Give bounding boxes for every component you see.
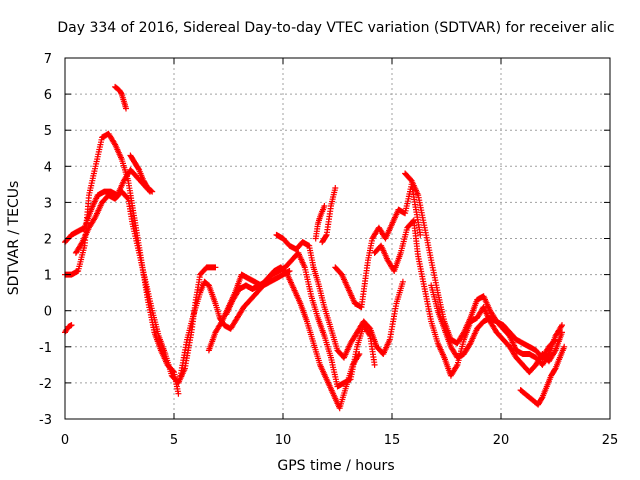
series-marks [517, 343, 568, 408]
series-track-j [273, 231, 406, 361]
series-track-d [62, 322, 75, 336]
x-tick-label: 10 [275, 433, 292, 448]
series-track-m [332, 181, 424, 311]
series-marks [312, 203, 328, 242]
y-tick-labels: -3 -2 -1 0 1 2 3 4 5 6 7 [39, 52, 52, 428]
x-tick-label: 20 [493, 433, 510, 448]
x-tick-label: 15 [384, 433, 401, 448]
series-track-k [319, 185, 339, 246]
x-tick-label: 5 [170, 433, 178, 448]
series-marks [223, 249, 378, 390]
series-marks [112, 83, 129, 112]
series-marks [402, 170, 565, 368]
series-track-n [371, 217, 565, 379]
axis-ticks [64, 57, 611, 420]
y-tick-label: -3 [39, 413, 52, 428]
series-marks [332, 181, 424, 311]
x-tick-label: 0 [61, 433, 69, 448]
y-axis-label: SDTVAR / TECUs [6, 181, 22, 296]
series-track-q [517, 343, 568, 408]
series-track-p [428, 282, 559, 361]
x-tick-label: 25 [602, 433, 619, 448]
y-tick-label: 5 [44, 124, 52, 139]
series-marks [62, 130, 182, 397]
x-axis-label: GPS time / hours [277, 458, 394, 474]
y-tick-label: 1 [44, 269, 52, 284]
y-tick-label: 6 [44, 88, 52, 103]
y-tick-label: -2 [39, 377, 52, 392]
series-track-e [112, 83, 129, 112]
x-tick-labels: 0 5 10 15 20 25 [61, 433, 618, 448]
series-track-l [312, 203, 328, 242]
series-track-h [205, 264, 363, 412]
y-tick-label: -1 [39, 341, 52, 356]
data-points [62, 83, 568, 412]
y-tick-label: 2 [44, 233, 52, 248]
series-marks [319, 185, 339, 246]
series-track-b [62, 130, 182, 397]
y-tick-label: 0 [44, 305, 52, 320]
series-marks [62, 322, 75, 336]
series-marks [428, 282, 559, 361]
series-track-f [127, 152, 156, 195]
series-marks [127, 152, 156, 195]
series-track-i [223, 249, 378, 390]
series-marks [273, 231, 406, 361]
series-marks [205, 264, 363, 412]
y-tick-label: 7 [44, 52, 52, 67]
series-marks [371, 217, 565, 379]
series-track-o [402, 170, 565, 368]
series-marks [177, 268, 293, 379]
y-tick-label: 4 [44, 160, 52, 175]
series-track-g [177, 268, 293, 379]
grid-lines [65, 58, 610, 419]
y-tick-label: 3 [44, 196, 52, 211]
chart-title: Day 334 of 2016, Sidereal Day-to-day VTE… [57, 20, 614, 36]
